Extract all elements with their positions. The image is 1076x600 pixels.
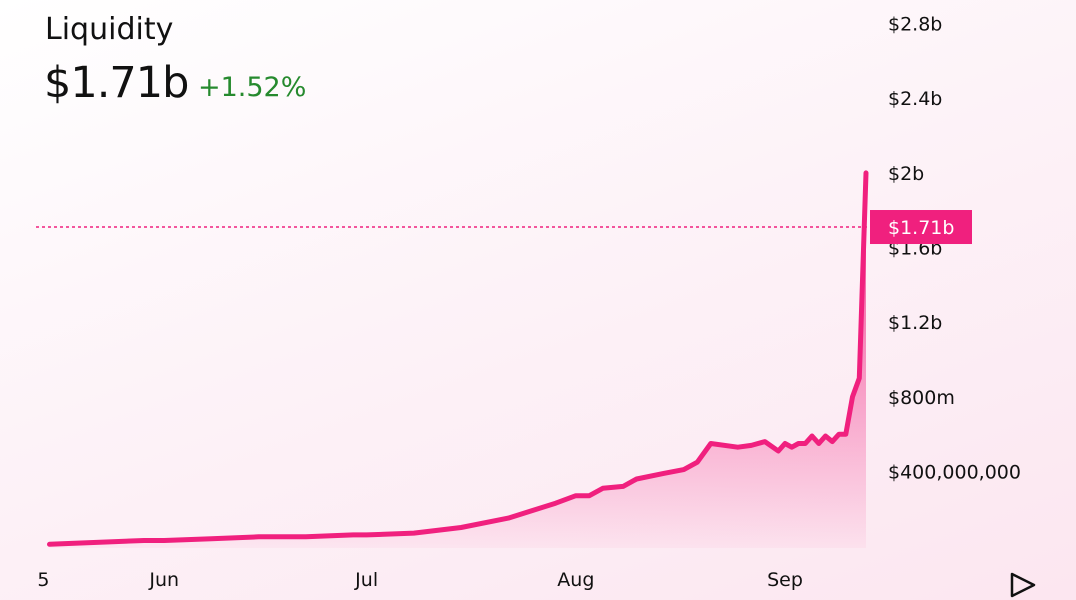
y-tick-label: $400,000,000 bbox=[888, 461, 1021, 483]
current-value: $1.71b bbox=[44, 58, 189, 108]
liquidity-area bbox=[49, 172, 866, 548]
current-value-badge: $1.71b bbox=[870, 210, 972, 245]
y-tick-label: $800m bbox=[888, 387, 955, 409]
x-tick-label: Jul bbox=[354, 569, 378, 591]
chart-title: Liquidity bbox=[45, 12, 174, 47]
current-value-badge-bg bbox=[870, 210, 972, 245]
x-tick-label: Jun bbox=[148, 569, 179, 591]
y-tick-label: $2.4b bbox=[888, 88, 942, 110]
liquidity-line bbox=[47, 170, 869, 547]
current-value-badge-label: $1.71b bbox=[888, 217, 954, 239]
change-percent: +1.52% bbox=[198, 72, 307, 103]
y-tick-label: $2.8b bbox=[888, 14, 942, 36]
x-tick-label: Aug bbox=[557, 569, 594, 591]
y-tick-label: $2b bbox=[888, 163, 924, 185]
play-icon[interactable] bbox=[1008, 570, 1038, 600]
x-tick-label: Sep bbox=[767, 569, 803, 591]
y-tick-label: $1.2b bbox=[888, 312, 942, 334]
x-tick-label: 5 bbox=[37, 569, 49, 591]
